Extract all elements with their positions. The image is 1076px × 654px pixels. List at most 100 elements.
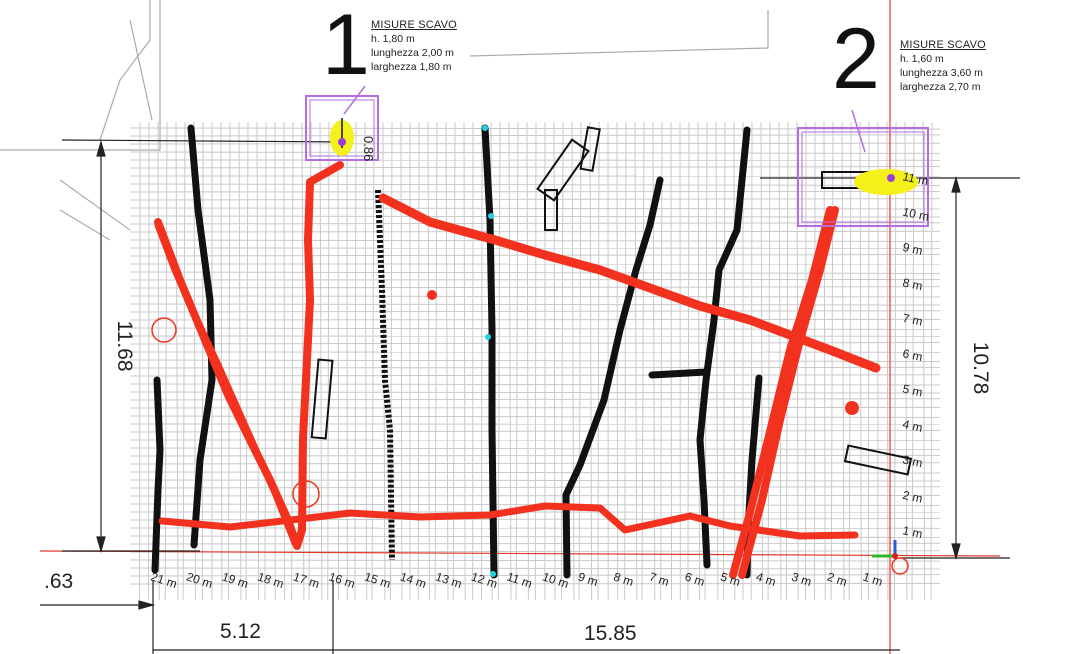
x-tick-label: 5 m bbox=[719, 570, 742, 589]
grid-line bbox=[911, 121, 915, 601]
x-tick-label: 17 m bbox=[291, 570, 321, 592]
y-tick-label: 10 m bbox=[901, 205, 930, 224]
utility-line bbox=[696, 126, 751, 569]
grid-line bbox=[641, 121, 645, 601]
grid-line bbox=[201, 121, 204, 601]
grid-line bbox=[283, 121, 286, 601]
y-tick-label: 5 m bbox=[901, 382, 923, 400]
grid-line bbox=[534, 121, 537, 601]
excavation-1-length: lunghezza 2,00 m bbox=[371, 47, 454, 59]
grid-line bbox=[597, 121, 600, 601]
x-tick-label: 18 m bbox=[256, 570, 286, 592]
excavation-1-title: MISURE SCAVO bbox=[371, 19, 457, 31]
y-tick-label: 9 m bbox=[901, 240, 923, 258]
y-axis-ticks: 1 m 2 m 3 m 4 m 5 m 6 m 7 m 8 m 9 m 10 m 11 m bbox=[901, 169, 930, 541]
x-tick-label: 19 m bbox=[220, 570, 250, 592]
y-tick-label: 2 m bbox=[901, 488, 923, 506]
grid-line bbox=[841, 121, 845, 601]
utility-line bbox=[648, 368, 710, 379]
x-tick-label: 7 m bbox=[647, 570, 670, 589]
pipe-line bbox=[729, 206, 834, 579]
grid-line bbox=[515, 121, 519, 601]
red-circles bbox=[151, 317, 909, 575]
grid-line bbox=[129, 215, 941, 218]
excavation-2-length: lunghezza 3,60 m bbox=[900, 67, 983, 79]
grid-line bbox=[434, 121, 438, 601]
utility-line bbox=[151, 376, 164, 574]
grid-line bbox=[445, 121, 449, 601]
grid-line bbox=[427, 121, 430, 601]
grid-line bbox=[129, 222, 941, 225]
small-dimension-label: 0.86 bbox=[361, 136, 376, 161]
grid-line bbox=[129, 207, 941, 210]
grid-line bbox=[823, 121, 826, 601]
dimension-lines bbox=[40, 139, 1020, 654]
grid-line bbox=[129, 286, 941, 289]
grid-line bbox=[129, 310, 941, 313]
x-tick-label: 14 m bbox=[398, 570, 428, 592]
x-tick-label: 3 m bbox=[790, 570, 813, 589]
grid-line bbox=[778, 121, 782, 601]
grid-line bbox=[129, 398, 941, 401]
pipe-line bbox=[154, 161, 344, 550]
grid-line bbox=[220, 121, 223, 601]
grid-line bbox=[129, 183, 941, 186]
left-height-label: 11.68 bbox=[113, 321, 136, 372]
excavation-2-area bbox=[797, 109, 929, 227]
grid-line bbox=[400, 121, 403, 601]
grid-line bbox=[129, 142, 941, 145]
grid-line bbox=[129, 327, 941, 330]
grid-line bbox=[722, 121, 726, 601]
bottom-right-dimension: 15.85 bbox=[584, 622, 637, 645]
grid-line bbox=[245, 121, 249, 601]
x-tick-label: 6 m bbox=[683, 570, 706, 589]
grid-line bbox=[354, 121, 357, 601]
grid-line bbox=[560, 121, 564, 601]
x-tick-label: 1 m bbox=[861, 570, 884, 589]
x-tick-label: 16 m bbox=[327, 570, 357, 592]
grid-line bbox=[129, 166, 941, 169]
grid-line bbox=[893, 121, 897, 601]
grid-line bbox=[553, 121, 556, 601]
grid-line bbox=[922, 121, 926, 601]
grid-line bbox=[129, 374, 941, 377]
grid-line bbox=[129, 190, 941, 193]
grid-line bbox=[129, 391, 941, 394]
pipe-line bbox=[154, 221, 299, 547]
reference-axes bbox=[39, 0, 1001, 654]
grid-line bbox=[129, 406, 941, 409]
x-tick-label: 20 m bbox=[185, 570, 215, 592]
cyan-markers bbox=[482, 125, 496, 577]
grid-line bbox=[930, 121, 933, 601]
grid-line bbox=[634, 121, 638, 601]
grid-line bbox=[129, 295, 941, 298]
origin-marker bbox=[872, 540, 898, 559]
measurement-grid bbox=[129, 121, 941, 601]
utility-line bbox=[562, 176, 664, 579]
grid-line bbox=[452, 121, 456, 601]
excavation-2-width: larghezza 2,70 m bbox=[900, 81, 981, 93]
grid-line bbox=[733, 121, 736, 601]
y-tick-label: 11 m bbox=[901, 169, 929, 188]
excavation-2-height: h. 1,60 m bbox=[900, 53, 944, 65]
excavation-1-height: h. 1,80 m bbox=[371, 33, 415, 45]
excavation-2-number: 2 bbox=[832, 11, 880, 107]
y-tick-label: 6 m bbox=[901, 346, 923, 364]
excavation-2-note: MISURE SCAVO h. 1,60 m lunghezza 3,60 m … bbox=[900, 38, 986, 94]
grid-line bbox=[129, 151, 941, 154]
grid-line bbox=[238, 121, 242, 601]
pipe-line bbox=[738, 206, 839, 579]
grid-line bbox=[319, 121, 323, 601]
y-tick-label: 8 m bbox=[901, 275, 923, 293]
y-tick-label: 4 m bbox=[901, 417, 923, 435]
y-tick-label: 1 m bbox=[901, 523, 923, 541]
excavation-2-title: MISURE SCAVO bbox=[900, 39, 986, 51]
grid-line bbox=[687, 121, 690, 601]
grid-line bbox=[129, 366, 941, 369]
grid-line bbox=[129, 278, 941, 281]
grid-line bbox=[497, 121, 501, 601]
x-tick-label: 11 m bbox=[505, 570, 534, 591]
y-tick-label: 7 m bbox=[901, 311, 923, 329]
excavation-1-number: 1 bbox=[322, 0, 370, 93]
